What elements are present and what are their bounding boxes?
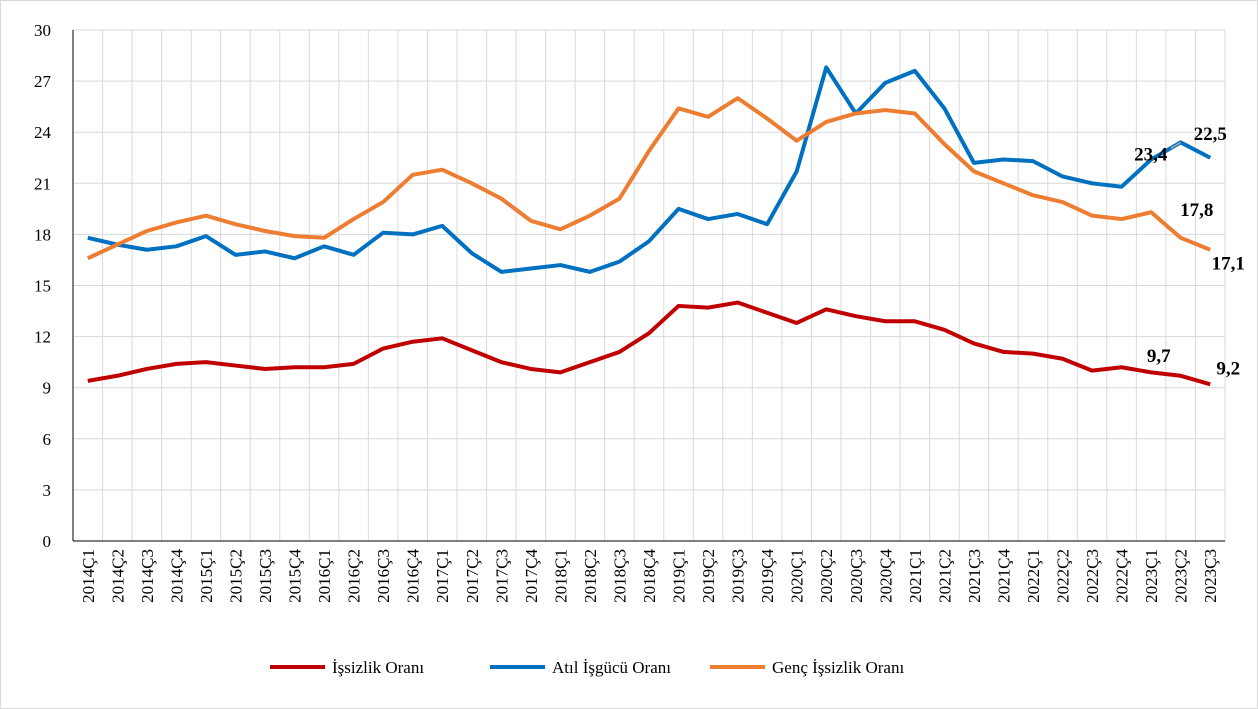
series-line (86, 96, 1211, 261)
x-tick-label: 2023Ç1 (1142, 549, 1161, 603)
x-tick-label: 2018Ç4 (640, 549, 659, 603)
y-tick-label: 18 (34, 225, 51, 244)
series-line (87, 300, 1211, 387)
legend-label: İşsizlik Oranı (332, 658, 424, 677)
x-tick-label: 2015Ç2 (226, 549, 245, 603)
x-tick-label: 2018Ç3 (610, 549, 629, 603)
x-tick-label: 2016Ç4 (404, 549, 423, 603)
x-tick-label: 2020Ç2 (817, 549, 836, 603)
legend-item: İşsizlik Oranı (270, 658, 424, 677)
value-label: 17,8 (1180, 200, 1213, 221)
x-tick-label: 2020Ç3 (847, 549, 866, 603)
x-tick-label: 2021Ç1 (906, 549, 925, 603)
x-tick-label: 2018Ç1 (551, 549, 570, 603)
y-tick-label: 21 (34, 174, 51, 193)
x-tick-label: 2016Ç3 (374, 549, 393, 603)
x-tick-label: 2017Ç2 (463, 549, 482, 603)
x-tick-label: 2019Ç1 (670, 549, 689, 603)
x-tick-label: 2014Ç4 (167, 549, 186, 603)
x-tick-label: 2014Ç3 (138, 549, 157, 603)
x-tick-label: 2021Ç4 (994, 549, 1013, 603)
x-tick-label: 2020Ç4 (876, 549, 895, 603)
y-tick-label: 15 (34, 277, 51, 296)
x-tick-label: 2016Ç1 (315, 549, 334, 603)
x-tick-label: 2015Ç1 (197, 549, 216, 603)
x-tick-label: 2017Ç1 (433, 549, 452, 603)
legend-item: Atıl İşgücü Oranı (490, 658, 671, 677)
value-label: 22,5 (1194, 124, 1227, 145)
x-tick-label: 2023Ç2 (1172, 549, 1191, 603)
y-tick-label: 27 (34, 72, 52, 91)
value-label: 23,4 (1134, 144, 1168, 165)
x-tick-label: 2019Ç3 (729, 549, 748, 603)
x-tick-label: 2015Ç3 (256, 549, 275, 603)
value-label: 9,7 (1147, 346, 1171, 367)
y-tick-label: 12 (34, 328, 51, 347)
value-label: 17,1 (1212, 254, 1245, 275)
x-tick-label: 2017Ç4 (522, 549, 541, 603)
x-tick-label: 2022Ç1 (1024, 549, 1043, 603)
legend-item: Genç İşsizlik Oranı (710, 658, 904, 677)
y-tick-label: 24 (34, 123, 52, 142)
y-tick-label: 6 (43, 430, 52, 449)
x-tick-label: 2022Ç3 (1083, 549, 1102, 603)
legend-label: Atıl İşgücü Oranı (552, 658, 671, 677)
y-tick-label: 0 (43, 532, 52, 551)
series-line (87, 65, 1212, 274)
x-tick-label: 2016Ç2 (345, 549, 364, 603)
x-tick-label: 2021Ç3 (965, 549, 984, 603)
y-tick-label: 3 (43, 481, 52, 500)
leader-line (1170, 141, 1182, 150)
x-tick-label: 2020Ç1 (788, 549, 807, 603)
value-label: 9,2 (1216, 358, 1240, 379)
y-tick-label: 9 (43, 379, 52, 398)
x-tick-label: 2017Ç3 (492, 549, 511, 603)
x-tick-label: 2019Ç2 (699, 549, 718, 603)
legend-label: Genç İşsizlik Oranı (772, 658, 904, 677)
x-tick-label: 2014Ç2 (108, 549, 127, 603)
x-tick-label: 2019Ç4 (758, 549, 777, 603)
x-tick-label: 2015Ç4 (286, 549, 305, 603)
x-tick-label: 2018Ç2 (581, 549, 600, 603)
x-tick-label: 2021Ç2 (935, 549, 954, 603)
x-tick-label: 2014Ç1 (79, 549, 98, 603)
x-tick-label: 2023Ç3 (1201, 549, 1220, 603)
x-tick-label: 2022Ç2 (1054, 549, 1073, 603)
y-tick-label: 30 (34, 21, 51, 40)
x-tick-label: 2022Ç4 (1113, 549, 1132, 603)
